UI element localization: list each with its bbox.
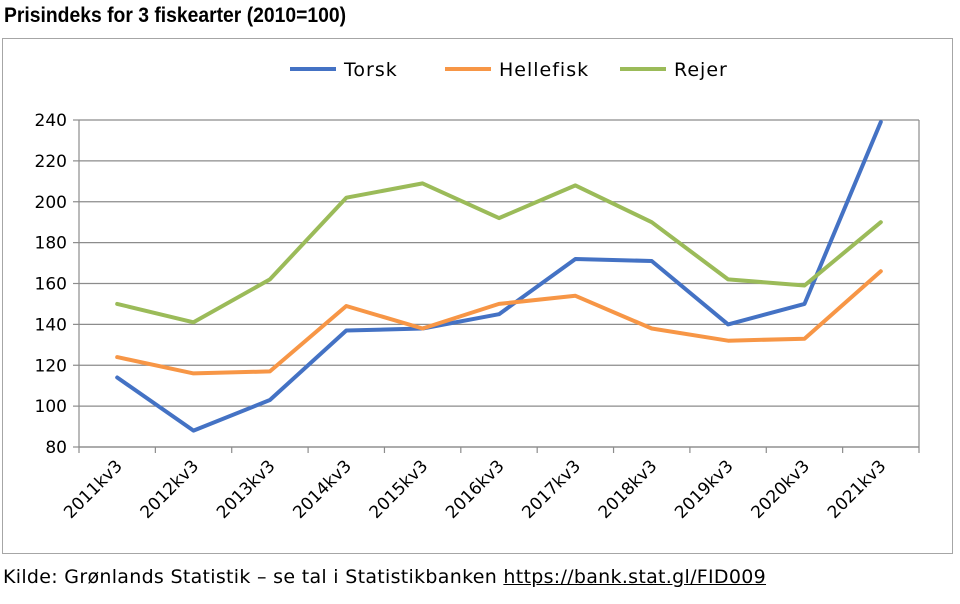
chart-title: Prisindeks for 3 fiskearter (2010=100) [4,4,347,27]
gridlines [79,119,919,448]
y-tick-label-200: 200 [35,193,67,213]
legend-label-hellefisk: Hellefisk [499,59,589,81]
x-tick-label-2013kv3: 2013kv3 [213,456,279,522]
y-tick-label-80: 80 [45,438,67,458]
y-tick-label-120: 120 [35,356,67,376]
x-tick-label-2018kv3: 2018kv3 [595,456,661,522]
y-tick-label-160: 160 [35,275,67,295]
y-tick-label-140: 140 [35,315,67,335]
x-tick-label-2017kv3: 2017kv3 [518,456,584,522]
y-tick-labels: 80 100 120 140 160 180 200 220 240 [35,111,67,458]
x-tick-label-2014kv3: 2014kv3 [289,456,355,522]
series-line-torsk [115,120,883,433]
chart-frame [2,38,953,554]
axes [73,119,920,453]
y-tick-label-100: 100 [35,397,67,417]
legend-label-torsk: Torsk [343,59,398,81]
legend-label-rejer: Rejer [674,59,728,81]
x-tick-label-2012kv3: 2012kv3 [137,456,203,522]
x-tick-label-2016kv3: 2016kv3 [442,456,508,522]
x-tick-label-2011kv3: 2011kv3 [60,456,126,522]
source-text: Kilde: Grønlands Statistik – se tal i St… [3,566,504,588]
legend: Torsk Hellefisk Rejer [290,59,728,81]
x-tick-label-2019kv3: 2019kv3 [671,456,737,522]
series-lines [115,120,883,433]
x-tick-labels: 2011kv3 2012kv3 2013kv3 2014kv3 2015kv3 2016k… [60,456,890,522]
x-tick-label-2020kv3: 2020kv3 [748,456,814,522]
x-tick-label-2015kv3: 2015kv3 [366,456,432,522]
y-tick-label-240: 240 [35,111,67,131]
series-line-hellefisk [115,269,883,376]
y-tick-label-180: 180 [35,234,67,254]
source-note: Kilde: Grønlands Statistik – se tal i St… [3,566,766,588]
x-tick-label-2021kv3: 2021kv3 [824,456,890,522]
series-line-rejer [115,181,883,325]
source-link[interactable]: https://bank.stat.gl/FID009 [503,566,767,588]
y-tick-label-220: 220 [35,152,67,172]
